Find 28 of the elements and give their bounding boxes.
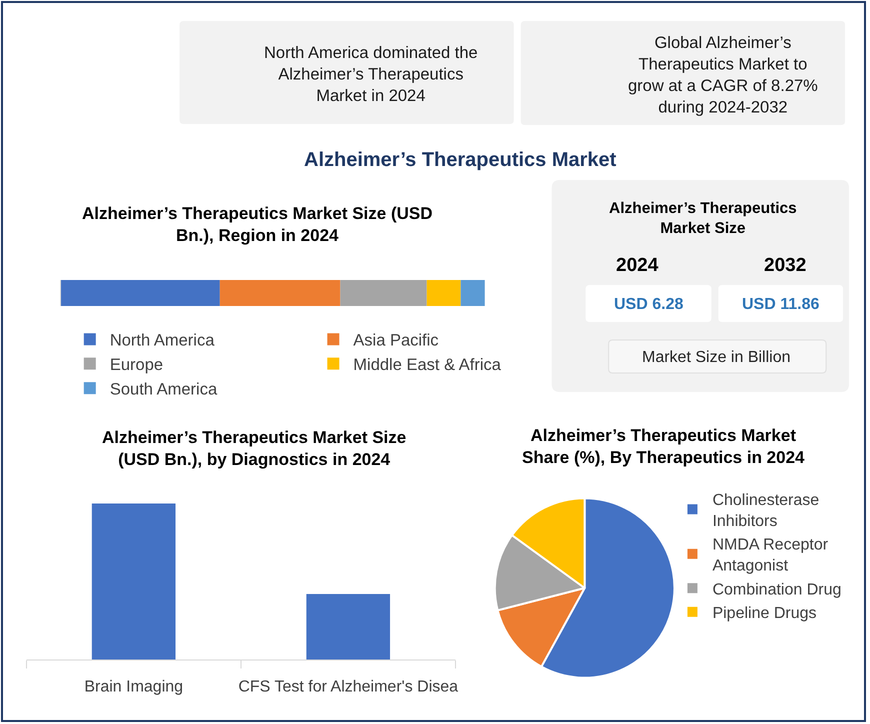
bar	[426, 280, 461, 306]
chart-title: Alzheimer’s Therapeutics Market Share (%), By Therapeutics in 2024	[522, 426, 806, 468]
legend-label: Combination Drug	[712, 581, 842, 598]
text: USD 11.86	[742, 296, 820, 313]
legend-label: Cholinesterase Inhibitors	[712, 492, 820, 530]
legend-label: North America	[110, 332, 216, 350]
text: Market Size in Billion	[642, 349, 790, 366]
bar	[460, 280, 485, 306]
chart-title: Alzheimer’s Therapeutics Market Size (USD Bn.), by Diagnostics in 2024	[102, 428, 406, 470]
legend-label: Asia Pacific	[353, 332, 439, 350]
legend-label: South America	[110, 380, 218, 399]
text: North America dominated the Alzheimer’s Therapeutics Market in 2024	[264, 44, 478, 105]
legend-label: Europe	[110, 356, 164, 374]
legend-label: Pipeline Drugs	[712, 605, 817, 622]
text: 2024	[616, 255, 659, 276]
legend-label: Middle East & Africa	[353, 356, 502, 374]
x-tick-label: CFS Test for Alzheimer's Disea	[238, 678, 458, 696]
text: Alzheimer’s Therapeutics Market Size	[609, 200, 797, 238]
text: 2032	[764, 255, 806, 276]
bar	[220, 280, 340, 306]
x-tick-label: Brain Imaging	[84, 678, 184, 696]
chart-title: Alzheimer’s Therapeutics Market Size (USD Bn.), Region in 2024	[82, 204, 433, 246]
text: Alzheimer’s Therapeutics Market	[304, 149, 617, 171]
text: USD 6.28	[614, 296, 684, 313]
legend-label: NMDA Receptor Antagonist	[712, 536, 829, 575]
bar	[340, 280, 427, 306]
bar	[60, 280, 220, 306]
text: Global Alzheimer’s Therapeutics Market to grow at a CAGR of 8.27% during 2024-2032	[628, 34, 818, 116]
